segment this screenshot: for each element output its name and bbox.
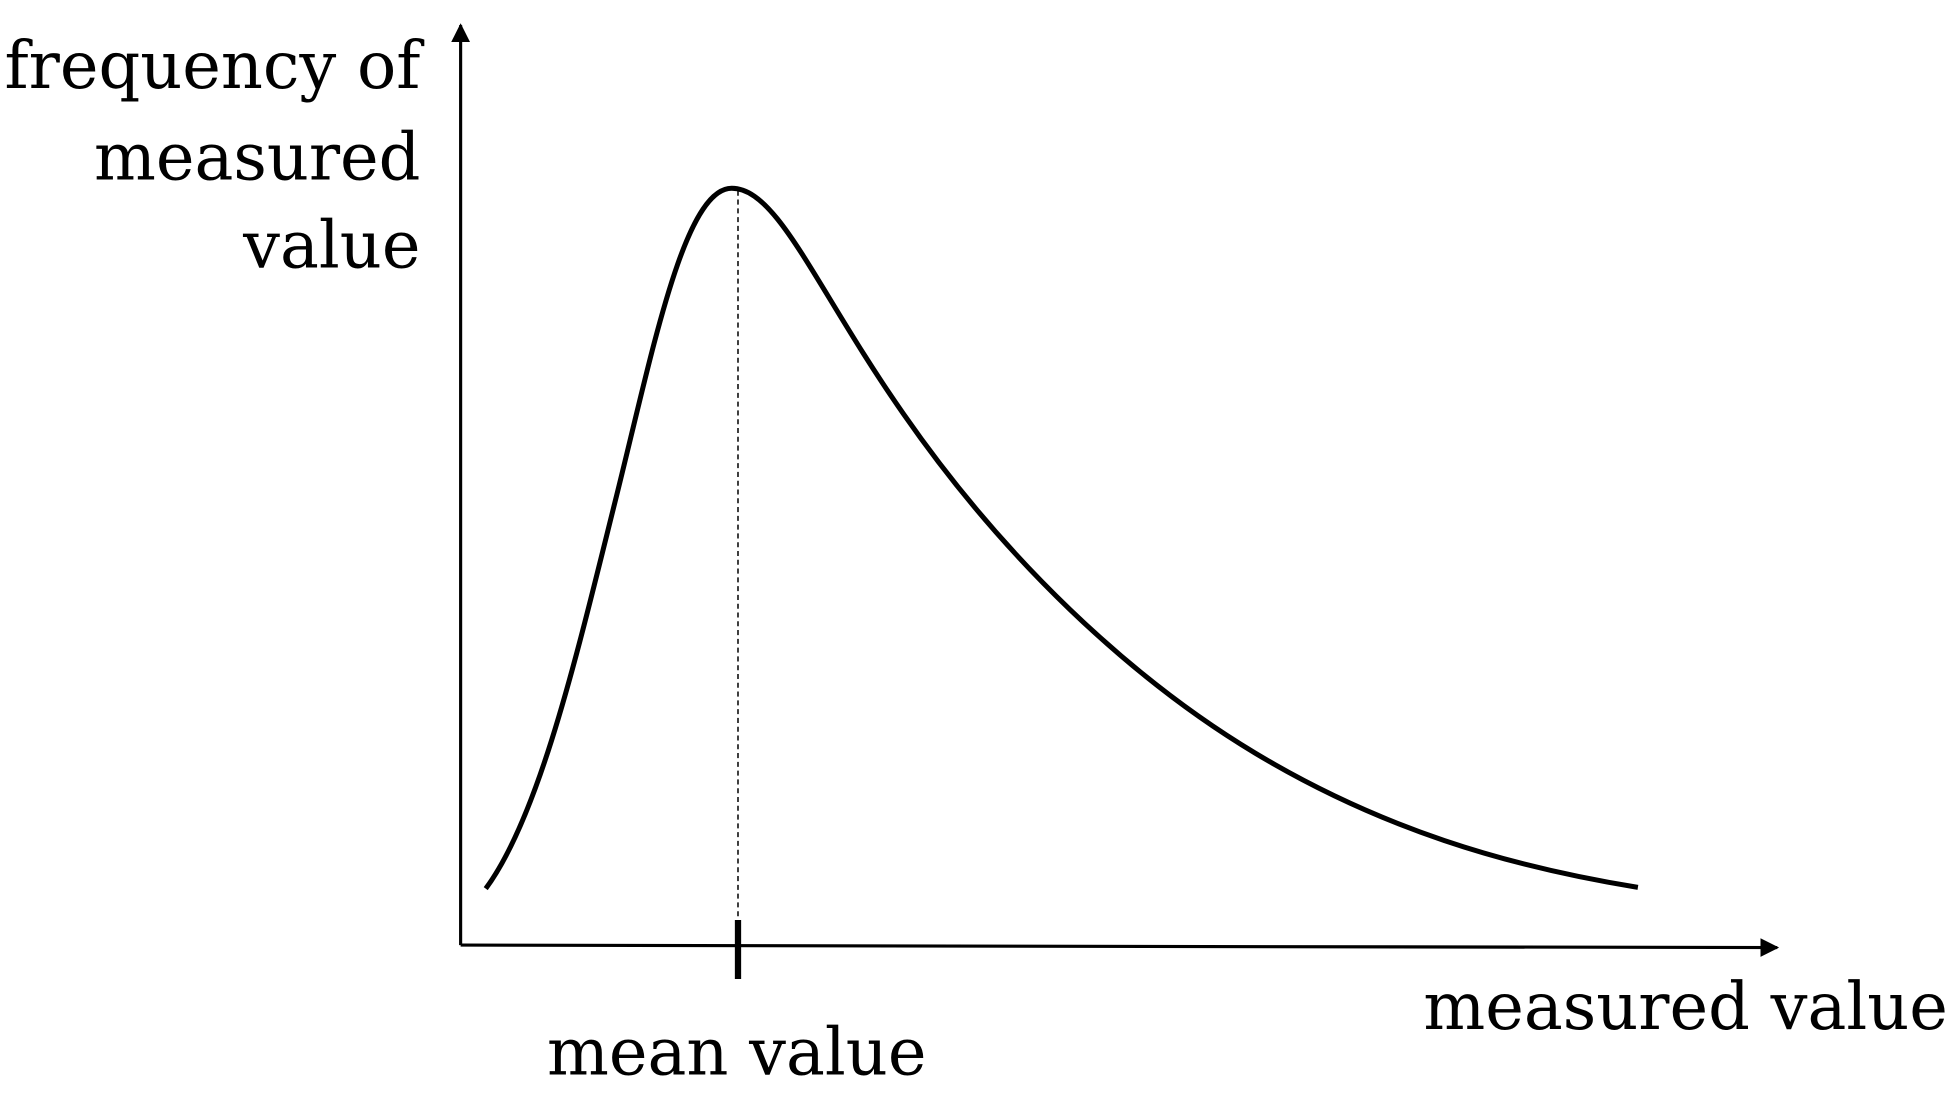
y-axis-label: measured: [94, 119, 420, 195]
diagram-body: frequency of measured value measured val…: [4, 23, 1948, 1090]
y-axis-label: value: [242, 207, 420, 283]
x-axis: [460, 938, 1780, 957]
x-axis-label: measured value: [1423, 969, 1948, 1045]
y-axis-label: frequency of: [4, 28, 425, 104]
distribution-curve: [483, 185, 1639, 891]
mean-label: mean value: [547, 1014, 926, 1090]
